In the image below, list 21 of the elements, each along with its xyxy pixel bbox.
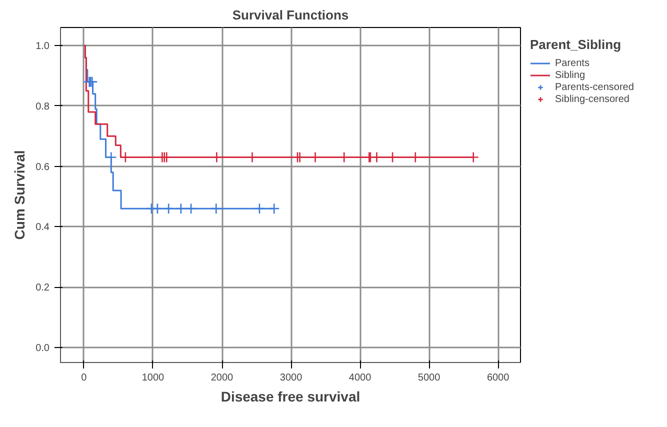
x-tick-label: 2000: [210, 372, 234, 384]
x-tick-label: 0: [81, 372, 88, 384]
x-tick-label: 1000: [142, 372, 165, 384]
x-tick-label: 5000: [418, 372, 441, 384]
y-tick-label: 0.8: [36, 101, 50, 112]
legend-label: Sibling-censored: [555, 93, 630, 105]
x-axis-title: Disease free survival: [220, 388, 360, 404]
y-axis-title: Cum Survival: [12, 150, 28, 240]
y-tick-label: 0.0: [36, 342, 50, 354]
y-tick-label: 1.0: [36, 41, 50, 52]
y-tick-label: 0.2: [36, 282, 50, 294]
y-tick-label: 0.6: [36, 162, 50, 173]
x-tick-label: 4000: [348, 372, 372, 384]
legend-title: Parent_Sibling: [530, 37, 622, 52]
legend-label: Sibling: [555, 69, 586, 81]
chart-title: Survival Functions: [232, 8, 349, 22]
x-tick-label: 3000: [280, 372, 303, 384]
y-tick-label: 0.4: [36, 222, 50, 234]
legend-label: Parents-censored: [555, 81, 634, 93]
legend-label: Parents: [555, 57, 590, 69]
x-tick-label: 6000: [486, 372, 510, 384]
